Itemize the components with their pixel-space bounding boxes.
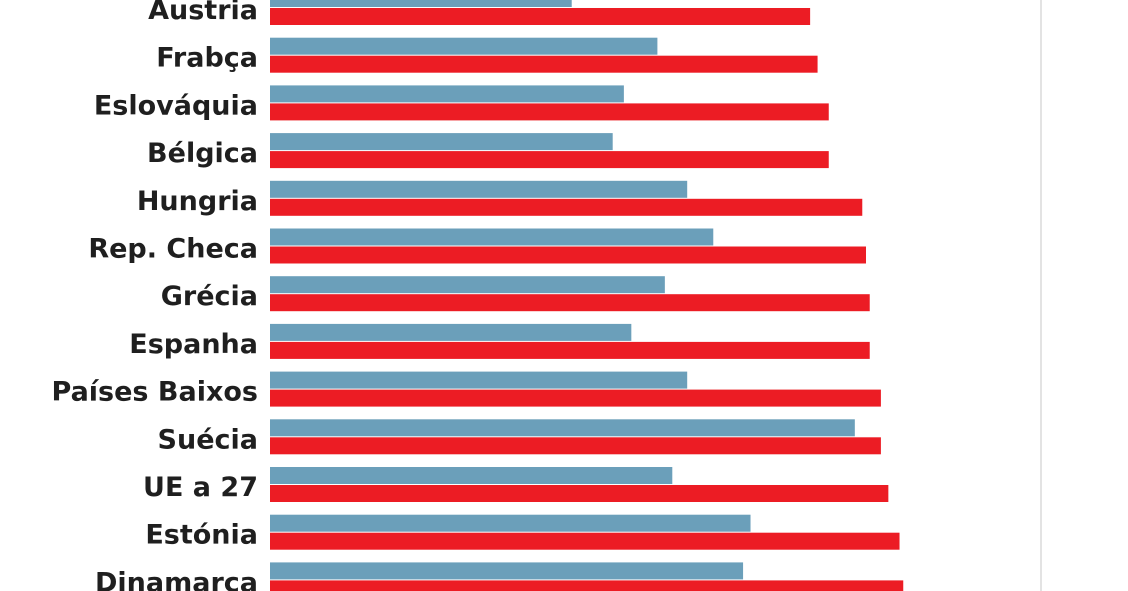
bar-series-1 xyxy=(270,85,624,103)
bar-series-2 xyxy=(270,8,811,25)
bar-series-2 xyxy=(270,246,866,264)
bar-series-2 xyxy=(270,532,900,550)
category-label: Estónia xyxy=(145,520,258,551)
bar-series-1 xyxy=(270,37,658,55)
category-label: Hungria xyxy=(137,186,258,217)
bar-series-2 xyxy=(270,437,881,455)
category-label: Eslováquia xyxy=(94,90,258,121)
bar-series-1 xyxy=(270,467,673,484)
category-label: UE a 27 xyxy=(143,472,258,503)
bar-series-1 xyxy=(270,133,613,151)
bar-series-2 xyxy=(270,198,863,216)
bar-series-2 xyxy=(270,389,881,407)
bar-series-1 xyxy=(270,0,572,7)
bar-series-1 xyxy=(270,514,751,532)
bar-series-2 xyxy=(270,294,870,312)
category-label: Bélgica xyxy=(147,138,258,169)
category-label: Dinamarca xyxy=(95,567,258,591)
bar-series-1 xyxy=(270,180,688,198)
category-label: Áustria xyxy=(148,0,258,26)
category-label: Países Baixos xyxy=(52,377,258,408)
bar-series-2 xyxy=(270,103,829,121)
bar-series-1 xyxy=(270,562,744,580)
category-label: Rep. Checa xyxy=(88,234,258,265)
category-label: Frabça xyxy=(156,43,258,74)
category-label: Suécia xyxy=(158,424,258,455)
bar-series-1 xyxy=(270,419,855,437)
bar-series-2 xyxy=(270,55,818,73)
bar-series-1 xyxy=(270,228,714,246)
category-label: Espanha xyxy=(129,329,258,360)
bar-series-2 xyxy=(270,151,829,169)
bars xyxy=(270,0,904,591)
bar-series-1 xyxy=(270,323,632,341)
bar-series-1 xyxy=(270,371,688,389)
bar-series-2 xyxy=(270,341,870,359)
category-labels: Áustria Frabça Eslováquia Bélgica Hungria Rep… xyxy=(52,0,258,591)
category-label: Grécia xyxy=(161,281,258,312)
bar-series-1 xyxy=(270,276,665,294)
bar-series-2 xyxy=(270,580,904,591)
bar-series-2 xyxy=(270,485,889,502)
